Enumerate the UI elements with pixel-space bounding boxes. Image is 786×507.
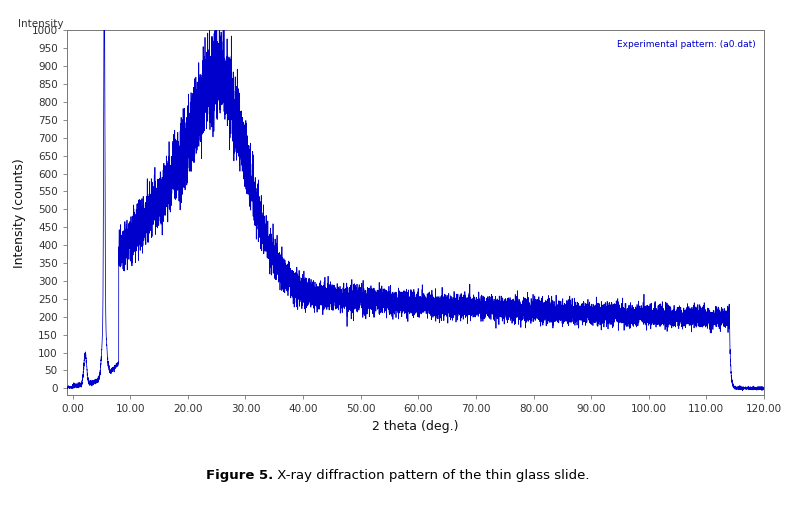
X-axis label: 2 theta (deg.): 2 theta (deg.) — [372, 420, 459, 433]
Text: X-ray diffraction pattern of the thin glass slide.: X-ray diffraction pattern of the thin gl… — [274, 469, 590, 482]
Text: Experimental pattern: (a0.dat): Experimental pattern: (a0.dat) — [617, 40, 755, 49]
Text: Intensity: Intensity — [18, 19, 64, 28]
Y-axis label: Intensity (counts): Intensity (counts) — [13, 158, 26, 268]
Text: Figure 5.: Figure 5. — [206, 469, 274, 482]
